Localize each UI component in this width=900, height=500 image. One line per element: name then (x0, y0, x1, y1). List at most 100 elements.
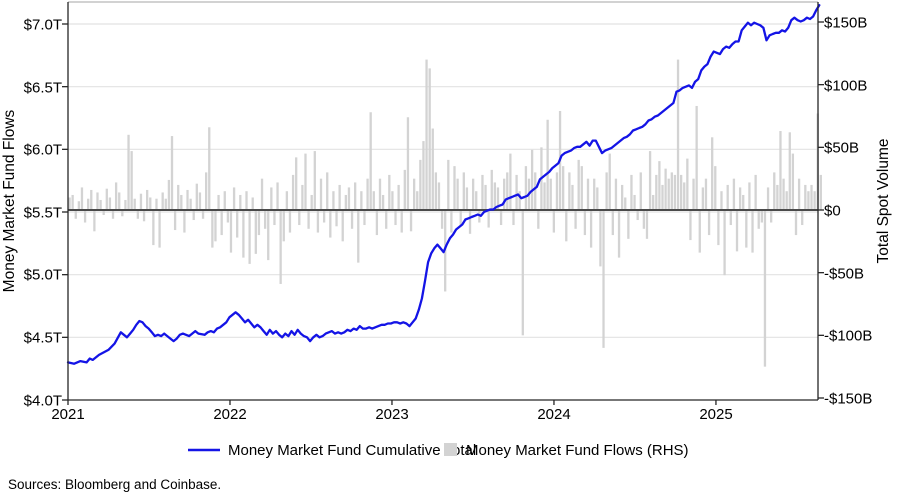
flow-bar (406, 117, 410, 210)
flow-bar (636, 210, 639, 221)
flow-bar (372, 191, 375, 210)
flow-bar (236, 210, 239, 238)
flow-bar (732, 178, 736, 210)
flow-bar (329, 210, 332, 238)
flow-bar (170, 136, 174, 210)
flow-bar (773, 172, 776, 210)
flow-bar (593, 178, 596, 210)
x-axis-tick-label: 2025 (699, 406, 732, 423)
flow-bar (704, 178, 708, 210)
flow-bar (459, 210, 462, 226)
flow-bar (596, 187, 599, 210)
flow-bar (530, 149, 534, 210)
flow-bar (341, 210, 344, 242)
flow-bar (105, 188, 108, 210)
flow-bar (99, 199, 102, 210)
flow-bar (87, 198, 90, 210)
flow-bar (326, 172, 329, 210)
flow-bar (400, 210, 403, 233)
flow-bar (720, 191, 723, 210)
flow-bar (130, 151, 133, 210)
flow-bar (707, 210, 711, 236)
flow-bar (214, 210, 217, 242)
flow-bar (133, 198, 136, 210)
flow-bar (661, 184, 664, 210)
flow-bar (77, 201, 81, 210)
flow-bar (652, 194, 655, 210)
flow-bar (785, 191, 788, 210)
flow-bar (146, 189, 149, 210)
flow-bar (201, 210, 205, 219)
flow-bar (714, 166, 717, 210)
flow-bar (397, 184, 400, 210)
flow-bar (232, 187, 236, 210)
flow-bar (580, 166, 583, 210)
flow-bar (763, 210, 767, 367)
flow-bar (167, 179, 171, 210)
flow-bar (301, 184, 304, 210)
flow-bar (695, 105, 698, 210)
flow-bar (245, 191, 248, 210)
x-axis-tick-label: 2023 (375, 406, 408, 423)
flow-bar (121, 210, 124, 217)
flow-bar (667, 178, 670, 210)
flow-bar (568, 172, 571, 210)
cumulative-line (66, 4, 821, 365)
flow-bar (434, 172, 438, 210)
flow-bar (605, 172, 608, 210)
flow-bar (577, 159, 580, 210)
flow-bar (68, 197, 71, 210)
flow-bar (291, 174, 295, 210)
left-axis-tick-label: $4.0T (24, 392, 62, 409)
flow-bar (279, 210, 282, 284)
flow-bar (813, 191, 816, 210)
flow-bar (456, 178, 459, 210)
flow-bar (295, 157, 298, 210)
right-axis-tick-label: $100B (824, 77, 867, 94)
left-axis-tick-label: $6.5T (24, 79, 62, 96)
flow-bar (114, 182, 118, 210)
flow-bar (394, 210, 397, 226)
flow-bar (537, 210, 540, 229)
flow-bar (354, 182, 357, 210)
flow-bar (273, 210, 276, 226)
flow-bar (683, 182, 686, 210)
flow-bar (462, 172, 465, 210)
legend: Money Market Fund Cumulative Total Money… (188, 442, 689, 459)
flow-bar (586, 178, 590, 210)
flow-bar (751, 210, 754, 253)
flow-bar (422, 141, 425, 210)
flow-bar (409, 210, 413, 232)
flow-bar (80, 187, 84, 210)
flow-bar (555, 172, 559, 210)
flow-bar (810, 184, 813, 210)
flow-bar (164, 198, 167, 210)
flow-bar (639, 172, 642, 210)
flow-bar (177, 184, 180, 210)
flow-bar (388, 174, 391, 210)
flow-bar (437, 182, 441, 210)
flow-bar (226, 210, 230, 223)
flow-bar (152, 210, 155, 246)
flow-bar (71, 194, 74, 210)
flow-bar (692, 178, 695, 210)
legend-line-label: Money Market Fund Cumulative Total (228, 442, 476, 459)
flow-bar (316, 210, 320, 233)
flow-bar (748, 182, 751, 210)
flow-bar (484, 184, 487, 210)
flow-bar (770, 210, 773, 223)
flow-bar (267, 210, 270, 261)
flow-bar (257, 210, 261, 236)
flow-bar (220, 210, 223, 236)
flow-bar (83, 210, 87, 223)
cumulative-line-path (66, 4, 821, 365)
flow-bar (782, 178, 785, 210)
flow-bar (419, 159, 422, 210)
flow-bar (711, 137, 714, 210)
flow-bar (481, 174, 484, 210)
flow-bar (136, 210, 139, 219)
flow-bar (512, 210, 515, 226)
flow-bar (127, 134, 130, 210)
flow-bar (142, 210, 146, 222)
flow-bar (779, 131, 782, 210)
